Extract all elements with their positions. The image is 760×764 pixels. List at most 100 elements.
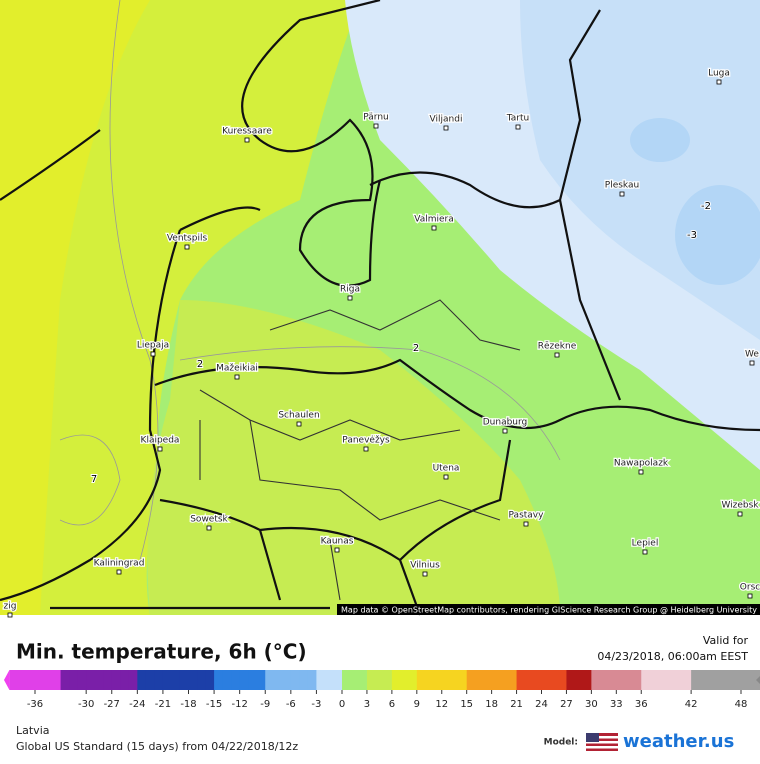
region: Latvia bbox=[16, 724, 50, 737]
colorbar-tick-label: -15 bbox=[206, 699, 222, 710]
border bbox=[369, 9, 601, 209]
model-label: Model: bbox=[544, 738, 578, 748]
colorbar-segment bbox=[441, 670, 451, 690]
colorbar-segment bbox=[366, 670, 376, 690]
warm-zone bbox=[0, 0, 360, 615]
colorbar-tick-label: 24 bbox=[535, 699, 548, 710]
colorbar-segment bbox=[716, 670, 725, 690]
colorbar-tick-label: 3 bbox=[364, 699, 370, 710]
contour-label: 7 bbox=[91, 474, 97, 485]
city-label: Dunaburg bbox=[483, 418, 528, 428]
colorbar-segment bbox=[433, 670, 443, 690]
colorbar-segment bbox=[265, 670, 275, 690]
colorbar-segment bbox=[197, 670, 207, 690]
colorbar-segment bbox=[179, 670, 189, 690]
colorbar-segment bbox=[508, 670, 518, 690]
city-label: Rēzekne bbox=[538, 342, 577, 352]
colorbar-tick-label: 48 bbox=[735, 699, 748, 710]
contour-label: -3 bbox=[687, 230, 697, 241]
colorbar-segment bbox=[524, 670, 534, 690]
colorbar-segment bbox=[307, 670, 317, 690]
colorbar-segment bbox=[741, 670, 750, 690]
city-label: Kaunas bbox=[321, 537, 354, 547]
cold-spot bbox=[630, 118, 690, 162]
contour-label: 2 bbox=[413, 343, 419, 354]
brand: weather.us bbox=[623, 731, 734, 752]
city-marker bbox=[234, 374, 240, 380]
city-marker bbox=[334, 547, 340, 553]
city-label: Ventspils bbox=[167, 234, 208, 244]
colorbar-segment bbox=[383, 670, 393, 690]
colorbar-segment bbox=[400, 670, 409, 690]
title: Min. temperature, 6h (°C) bbox=[16, 640, 307, 664]
border bbox=[558, 199, 622, 401]
city-marker bbox=[443, 474, 449, 480]
colorbar-segment bbox=[475, 670, 484, 690]
city-label: Nawapolazk bbox=[614, 459, 669, 469]
coastline bbox=[0, 129, 261, 602]
colorbar-segment bbox=[333, 670, 343, 690]
city-marker bbox=[523, 521, 529, 527]
colorbar-tick-label: -24 bbox=[129, 699, 145, 710]
colorbar-tick-label: 27 bbox=[560, 699, 573, 710]
colorbar-segment bbox=[17, 670, 27, 690]
colorbar-segment bbox=[342, 670, 351, 690]
isotherm bbox=[109, 0, 159, 561]
colorbar-segment bbox=[290, 670, 300, 690]
colorbar-segment bbox=[299, 670, 309, 690]
colorbar-segment bbox=[699, 670, 709, 690]
city-label: Sowetsk bbox=[190, 515, 228, 525]
colorbar-tick-label: -30 bbox=[78, 699, 94, 710]
city-marker bbox=[7, 612, 13, 618]
colorbar-segment bbox=[137, 670, 147, 690]
colorbar-segment bbox=[641, 670, 651, 690]
model-run: Global US Standard (15 days) from 04/22/… bbox=[16, 740, 298, 753]
city-marker bbox=[443, 125, 449, 131]
colorbar-tick-label: 0 bbox=[339, 699, 345, 710]
contour-labels: 7 -3 -2 2 2 bbox=[90, 200, 712, 486]
colorbar-segment bbox=[316, 670, 326, 690]
colorbar-segment bbox=[350, 670, 360, 690]
city-marker bbox=[747, 593, 753, 599]
city-marker bbox=[716, 79, 722, 85]
colorbar-segment bbox=[466, 670, 476, 690]
colorbar-segment bbox=[608, 670, 617, 690]
contour-label: -2 bbox=[701, 201, 711, 212]
city-label: Riga bbox=[340, 285, 360, 295]
colorbar-segment bbox=[416, 670, 426, 690]
city-marker bbox=[116, 569, 122, 575]
colorbar-segment bbox=[599, 670, 609, 690]
colorbar-segment bbox=[358, 670, 368, 690]
colorbar-segment bbox=[724, 670, 734, 690]
colorbar-segment bbox=[43, 670, 53, 690]
colorbar-segment bbox=[111, 670, 121, 690]
colorbar-segment bbox=[77, 670, 87, 690]
colorbar-segment bbox=[566, 670, 576, 690]
contour-label: 2 bbox=[197, 359, 203, 370]
colorbar-segment bbox=[657, 670, 667, 690]
colorbar-segment bbox=[674, 670, 684, 690]
colorbar-segment bbox=[616, 670, 626, 690]
colorbar-tick-label: 36 bbox=[635, 699, 648, 710]
colorbar-segment bbox=[732, 670, 742, 690]
city-marker bbox=[206, 525, 212, 531]
colorbar-tick-label: -3 bbox=[311, 699, 321, 710]
colorbar-segment bbox=[103, 670, 113, 690]
city-marker bbox=[642, 549, 648, 555]
colorbar-tick-label: -18 bbox=[180, 699, 196, 710]
colorbar-segment bbox=[86, 670, 96, 690]
colorbar-tick-label: 15 bbox=[460, 699, 473, 710]
colorbar-segment bbox=[205, 670, 215, 690]
colorbar-segment bbox=[558, 670, 567, 690]
map: Map data © OpenStreetMap contributors, r… bbox=[0, 0, 760, 616]
colorbar-segment bbox=[26, 670, 36, 690]
colorbar-segment bbox=[282, 670, 292, 690]
coastline bbox=[241, 0, 382, 287]
city-marker bbox=[296, 421, 302, 427]
colorbar-segment bbox=[35, 670, 45, 690]
colorbar-segment bbox=[231, 670, 241, 690]
city-marker bbox=[554, 352, 560, 358]
colorbar-segment bbox=[94, 670, 104, 690]
colorbar-tick-label: -12 bbox=[231, 699, 247, 710]
city-marker bbox=[638, 469, 644, 475]
